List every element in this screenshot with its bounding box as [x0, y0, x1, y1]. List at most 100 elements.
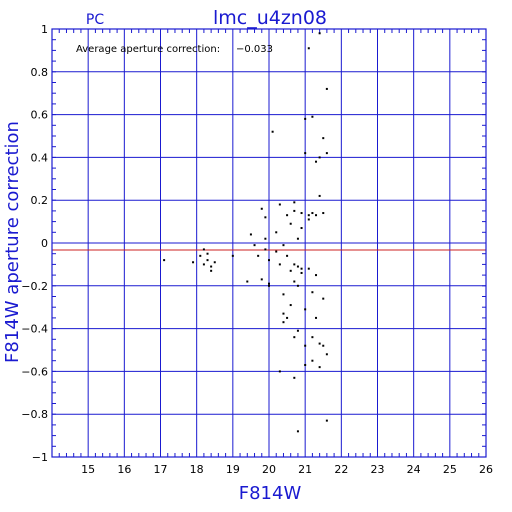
data-point — [322, 297, 325, 300]
data-point — [289, 269, 292, 272]
data-point — [307, 214, 310, 217]
data-point — [163, 259, 166, 262]
data-point — [286, 316, 289, 319]
data-point — [293, 336, 296, 339]
data-point — [296, 237, 299, 240]
x-tick-label: 21 — [298, 463, 312, 476]
data-point — [282, 321, 285, 324]
data-point — [260, 278, 263, 281]
data-point — [210, 265, 213, 268]
data-point — [304, 117, 307, 120]
x-tick-label: 19 — [226, 463, 240, 476]
data-point — [318, 194, 321, 197]
average-correction-label: Average aperture correction: — [76, 44, 220, 55]
data-point — [296, 430, 299, 433]
data-point — [318, 32, 321, 35]
x-tick-label: 20 — [262, 463, 276, 476]
data-point — [300, 267, 303, 270]
data-point — [282, 293, 285, 296]
x-tick-label: 24 — [407, 463, 421, 476]
data-point — [311, 336, 314, 339]
data-point — [307, 218, 310, 221]
reference-lines — [52, 242, 486, 251]
detector-label: PC — [86, 12, 104, 28]
data-point — [311, 291, 314, 294]
data-point — [315, 214, 318, 217]
data-point — [289, 304, 292, 307]
data-point — [293, 376, 296, 379]
x-tick-label: 15 — [81, 463, 95, 476]
data-point — [307, 47, 310, 50]
y-tick-label: −0.6 — [21, 365, 48, 378]
data-point — [268, 259, 270, 262]
y-tick-label: 0.2 — [31, 194, 49, 207]
data-point — [199, 254, 202, 257]
x-tick-label: 23 — [371, 463, 385, 476]
data-point — [315, 274, 318, 277]
data-point — [304, 363, 307, 366]
data-point — [293, 201, 296, 204]
data-point — [260, 207, 263, 210]
data-point — [311, 212, 314, 215]
y-tick-label: 0.6 — [31, 109, 49, 122]
y-axis-label: F814W aperture correction — [2, 121, 23, 363]
data-point — [246, 280, 249, 283]
data-point — [318, 366, 321, 369]
data-point — [300, 271, 303, 274]
data-point — [293, 209, 296, 212]
data-point — [271, 130, 274, 133]
data-point — [293, 280, 296, 283]
y-tick-labels: −1 −0.8 −0.6 −0.4 −0.2 0 0.2 0.4 0.6 0.8 1 — [21, 23, 48, 464]
data-point — [206, 259, 209, 262]
data-point — [322, 344, 325, 347]
x-tick-label: 25 — [443, 463, 457, 476]
data-point — [249, 233, 252, 236]
data-point — [282, 244, 285, 247]
data-point — [318, 342, 321, 345]
x-tick-label: 18 — [190, 463, 204, 476]
data-point — [278, 203, 281, 206]
data-point — [296, 265, 299, 268]
y-tick-label: 1 — [41, 23, 48, 36]
x-axis-label: F814W — [239, 483, 302, 504]
data-point — [278, 370, 281, 373]
x-tick-label: 16 — [117, 463, 131, 476]
plot-frame — [51, 28, 487, 458]
x-tick-label: 26 — [479, 463, 493, 476]
data-point — [300, 212, 303, 215]
data-point — [300, 227, 303, 230]
data-point — [325, 87, 328, 90]
data-point — [213, 261, 216, 264]
data-point — [315, 316, 318, 319]
data-point — [264, 237, 267, 240]
x-tick-labels: 15 16 17 18 19 20 21 22 23 24 25 26 — [81, 463, 493, 476]
data-point — [322, 212, 325, 215]
data-point — [296, 329, 299, 332]
y-tick-label: −0.4 — [21, 323, 48, 336]
data-point — [307, 267, 310, 270]
data-point — [318, 156, 321, 159]
data-point — [304, 344, 307, 347]
y-tick-label: −0.2 — [21, 280, 48, 293]
data-point — [325, 419, 328, 422]
data-point — [253, 244, 256, 247]
y-tick-label: −0.8 — [21, 408, 48, 421]
data-point — [286, 214, 289, 217]
data-point — [325, 353, 328, 356]
data-point — [192, 261, 195, 264]
data-point — [322, 137, 325, 140]
data-point — [275, 250, 278, 253]
data-point — [282, 312, 285, 315]
x-tick-label: 22 — [334, 463, 348, 476]
data-point — [202, 263, 205, 266]
data-point — [325, 152, 328, 155]
data-point — [202, 248, 205, 251]
data-point — [264, 248, 267, 251]
data-point — [268, 284, 270, 287]
data-point — [315, 160, 318, 163]
average-correction-value: −0.033 — [236, 44, 273, 55]
data-point — [286, 254, 289, 257]
data-points — [163, 32, 328, 433]
y-tick-label: 0.8 — [31, 66, 49, 79]
